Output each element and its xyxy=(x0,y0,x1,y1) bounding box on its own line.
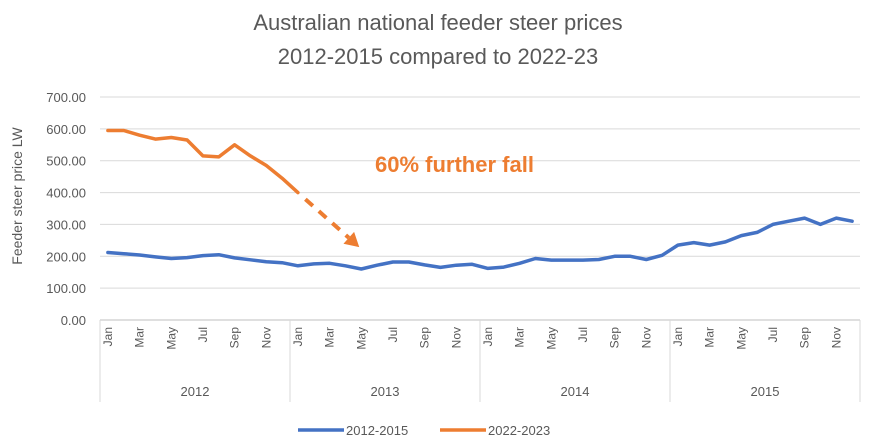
y-axis-ticks: 0.00 100.00 200.00 300.00 400.00 500.00 600.00… xyxy=(46,90,86,328)
x-tick-label: Nov xyxy=(449,327,463,348)
y-tick-label: 300.00 xyxy=(46,217,86,232)
x-tick-label: Jan xyxy=(671,327,685,346)
x-tick-label: Sep xyxy=(798,327,812,349)
projection-arrow-head xyxy=(343,231,360,248)
chart-title-line-2: 2012-2015 compared to 2022-23 xyxy=(278,44,598,69)
projection-arrow-shaft xyxy=(304,197,351,240)
x-tick-label: Mar xyxy=(133,327,147,348)
y-tick-label: 100.00 xyxy=(46,281,86,296)
x-tick-label: Jan xyxy=(481,327,495,346)
x-tick-label: Mar xyxy=(703,327,717,348)
x-tick-label: Nov xyxy=(259,327,273,348)
x-tick-label: Nov xyxy=(639,327,653,348)
series-line-2012-2015 xyxy=(106,216,854,271)
y-tick-label: 600.00 xyxy=(46,122,86,137)
chart-title-line-1: Australian national feeder steer prices xyxy=(253,10,622,35)
x-tick-label: Sep xyxy=(228,327,242,349)
y-tick-label: 500.00 xyxy=(46,154,86,169)
series-line-2022-2023 xyxy=(106,128,300,195)
annotation-further-fall: 60% further fall xyxy=(375,152,534,177)
year-label: 2013 xyxy=(371,384,400,399)
legend-label: 2012-2015 xyxy=(346,423,408,438)
x-tick-label: May xyxy=(734,327,748,350)
x-tick-label: Sep xyxy=(608,327,622,349)
x-tick-label: Jul xyxy=(766,327,780,342)
x-tick-label: Mar xyxy=(323,327,337,348)
x-tick-label: Jul xyxy=(576,327,590,342)
y-tick-label: 0.00 xyxy=(61,313,86,328)
x-tick-label: Nov xyxy=(829,327,843,348)
y-axis-label: Feeder steer price LW xyxy=(9,126,25,264)
y-tick-label: 400.00 xyxy=(46,186,86,201)
x-tick-label: Mar xyxy=(513,327,527,348)
x-tick-label: May xyxy=(354,327,368,350)
x-tick-label: Jul xyxy=(386,327,400,342)
x-tick-label: May xyxy=(164,327,178,350)
x-tick-label: Jan xyxy=(101,327,115,346)
x-tick-label: Jan xyxy=(291,327,305,346)
year-label: 2014 xyxy=(561,384,590,399)
series-lines xyxy=(106,128,854,271)
gridlines xyxy=(100,96,860,321)
y-tick-label: 200.00 xyxy=(46,249,86,264)
year-label: 2012 xyxy=(181,384,210,399)
legend-label: 2022-2023 xyxy=(488,423,550,438)
legend: 2012-2015 2022-2023 xyxy=(298,423,550,438)
y-tick-label: 700.00 xyxy=(46,90,86,105)
x-tick-label: May xyxy=(544,327,558,350)
x-axis: Jan Mar May Jul Sep Nov 2012 Jan Mar May Jul Sep Nov… xyxy=(99,320,861,402)
x-tick-label: Sep xyxy=(418,327,432,349)
year-label: 2015 xyxy=(751,384,780,399)
x-tick-label: Jul xyxy=(196,327,210,342)
